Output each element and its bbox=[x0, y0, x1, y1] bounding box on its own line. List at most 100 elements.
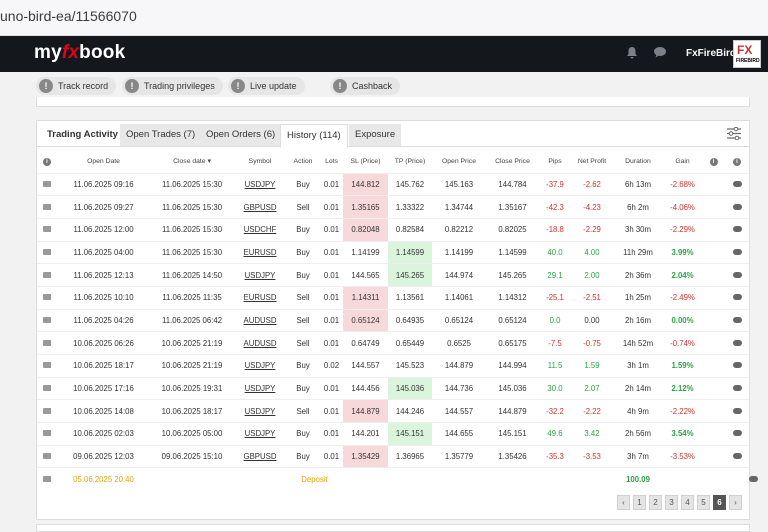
col-lots[interactable]: Lots bbox=[325, 158, 338, 166]
tag-icon[interactable] bbox=[43, 453, 51, 460]
pager-prev-button[interactable]: ‹ bbox=[617, 495, 630, 510]
pill-cashback[interactable]: ! Cashback bbox=[330, 77, 401, 95]
page-4[interactable]: 4 bbox=[681, 495, 694, 510]
info-icon[interactable]: i bbox=[725, 151, 749, 173]
comment-cell[interactable] bbox=[725, 195, 749, 219]
avatar[interactable]: FX FIREBIRD bbox=[733, 40, 761, 68]
col-close-price[interactable]: Close Price bbox=[495, 158, 530, 166]
comment-icon[interactable] bbox=[749, 476, 758, 483]
comment-icon[interactable] bbox=[732, 248, 742, 255]
table-row[interactable]: 10.06.2025 18:17 10.06.2025 21:19 USDJPY Bu… bbox=[37, 354, 749, 378]
comment-cell[interactable] bbox=[725, 399, 749, 423]
comment-cell[interactable] bbox=[725, 354, 749, 378]
table-row[interactable]: 11.06.2025 09:27 11.06.2025 15:30 GBPUSD Se… bbox=[37, 195, 749, 219]
col-sl[interactable]: SL (Price) bbox=[350, 158, 381, 166]
col-open-price[interactable]: Open Price bbox=[441, 158, 476, 166]
symbol-link[interactable]: USDJPY bbox=[244, 406, 276, 416]
symbol-link[interactable]: AUDUSD bbox=[243, 338, 277, 348]
symbol-link[interactable]: USDJPY bbox=[244, 384, 276, 394]
col-symbol[interactable]: Symbol bbox=[248, 158, 272, 166]
col-close-date[interactable]: Close date ▾ bbox=[173, 158, 211, 166]
table-row[interactable]: 10.06.2025 06:26 10.06.2025 21:19 AUDUSD Se… bbox=[37, 331, 749, 355]
comment-icon[interactable] bbox=[732, 294, 742, 301]
symbol-link[interactable]: EURUSD bbox=[243, 293, 277, 303]
comment-icon[interactable] bbox=[732, 430, 742, 437]
comment-icon[interactable] bbox=[732, 226, 742, 233]
symbol-link[interactable]: EURUSD bbox=[243, 247, 277, 257]
chat-icon[interactable] bbox=[652, 46, 668, 62]
tag-cell[interactable] bbox=[37, 422, 57, 446]
comment-cell[interactable] bbox=[725, 444, 749, 468]
table-row[interactable]: 10.06.2025 14:08 10.06.2025 18:17 USDJPY Se… bbox=[37, 399, 749, 423]
symbol-link[interactable]: GBPUSD bbox=[243, 452, 277, 462]
username[interactable]: FxFireBird bbox=[686, 48, 737, 59]
table-row[interactable]: 11.06.2025 10:10 11.06.2025 11:35 EURUSD Se… bbox=[37, 285, 749, 310]
comment-icon[interactable] bbox=[732, 203, 742, 210]
tag-icon[interactable] bbox=[43, 203, 51, 210]
page-6[interactable]: 6 bbox=[713, 495, 726, 510]
info-header-icon[interactable]: i bbox=[37, 151, 57, 173]
col-net-profit[interactable]: Net Profit bbox=[577, 158, 607, 166]
pill-live-update[interactable]: ! Live update bbox=[228, 77, 305, 95]
pill-trading-privileges[interactable]: ! Trading privileges bbox=[122, 77, 223, 95]
col-action[interactable]: Action bbox=[293, 158, 313, 166]
pager-next-button[interactable]: › bbox=[729, 495, 742, 510]
tag-icon[interactable] bbox=[43, 385, 51, 392]
tag-cell[interactable] bbox=[37, 376, 57, 400]
col-open-date[interactable]: Open Date bbox=[87, 158, 120, 166]
table-row[interactable]: 11.06.2025 12:13 11.06.2025 14:50 USDJPY Bu… bbox=[37, 263, 749, 287]
deposit-row[interactable]: 05.06.2025 20:40 Deposit 100.09 bbox=[37, 467, 758, 491]
comment-cell[interactable] bbox=[725, 217, 749, 242]
table-row[interactable]: 11.06.2025 04:26 11.06.2025 06:42 AUDUSD Se… bbox=[37, 308, 749, 332]
comment-cell[interactable] bbox=[725, 240, 749, 264]
comment-icon[interactable] bbox=[732, 362, 742, 369]
tag-icon[interactable] bbox=[43, 316, 51, 323]
tag-icon[interactable] bbox=[43, 271, 51, 278]
tab-trading-activity[interactable]: Trading Activity bbox=[47, 129, 118, 140]
tag-cell[interactable] bbox=[37, 172, 57, 196]
page-5[interactable]: 5 bbox=[697, 495, 710, 510]
tag-cell[interactable] bbox=[37, 354, 57, 378]
info-icon[interactable]: i bbox=[702, 151, 725, 173]
col-tp[interactable]: TP (Price) bbox=[394, 158, 426, 166]
settings-sliders-icon[interactable] bbox=[727, 126, 743, 141]
comment-icon[interactable] bbox=[732, 180, 742, 187]
symbol-link[interactable]: USDJPY bbox=[244, 179, 276, 189]
tag-icon[interactable] bbox=[43, 339, 51, 346]
comment-icon[interactable] bbox=[732, 316, 742, 323]
tag-cell[interactable] bbox=[37, 444, 57, 468]
page-3[interactable]: 3 bbox=[665, 495, 678, 510]
symbol-link[interactable]: GBPUSD bbox=[243, 202, 277, 212]
comment-cell[interactable] bbox=[725, 285, 749, 310]
tab-open-trades[interactable]: Open Trades (7) bbox=[120, 124, 202, 146]
tag-icon[interactable] bbox=[43, 362, 51, 369]
table-row[interactable]: 09.06.2025 12:03 09.06.2025 15:10 GBPUSD Bu… bbox=[37, 444, 749, 468]
symbol-link[interactable]: USDJPY bbox=[244, 361, 276, 371]
myfxbook-logo[interactable]: myfxbook bbox=[34, 42, 125, 64]
tab-history[interactable]: History (114) bbox=[280, 124, 348, 148]
table-row[interactable]: 10.06.2025 02:03 10.06.2025 05:00 USDJPY Bu… bbox=[37, 422, 749, 446]
browser-address-bar[interactable]: uno-bird-ea/11566070 bbox=[0, 0, 768, 36]
comment-icon[interactable] bbox=[732, 339, 742, 346]
comment-cell[interactable] bbox=[725, 308, 749, 332]
comment-cell[interactable] bbox=[725, 422, 749, 446]
pill-track-record[interactable]: ! Track record bbox=[36, 77, 117, 95]
tag-icon[interactable] bbox=[43, 430, 51, 437]
tag-icon[interactable] bbox=[43, 180, 51, 187]
col-pips[interactable]: Pips bbox=[548, 158, 562, 166]
comment-icon[interactable] bbox=[732, 271, 742, 278]
table-row[interactable]: 10.06.2025 17:16 10.06.2025 19:31 USDJPY Bu… bbox=[37, 376, 749, 400]
comment-cell[interactable] bbox=[725, 331, 749, 355]
page-2[interactable]: 2 bbox=[649, 495, 662, 510]
tag-cell[interactable] bbox=[37, 285, 57, 310]
tag-icon[interactable] bbox=[43, 476, 51, 483]
tag-cell[interactable] bbox=[37, 195, 57, 219]
comment-cell[interactable] bbox=[725, 376, 749, 400]
tag-cell[interactable] bbox=[37, 240, 57, 264]
tag-icon[interactable] bbox=[43, 294, 51, 301]
tag-icon[interactable] bbox=[43, 407, 51, 414]
tag-cell[interactable] bbox=[37, 308, 57, 332]
tab-open-orders[interactable]: Open Orders (6) bbox=[200, 124, 282, 146]
tag-cell[interactable] bbox=[37, 217, 57, 242]
tag-cell[interactable] bbox=[37, 467, 57, 491]
